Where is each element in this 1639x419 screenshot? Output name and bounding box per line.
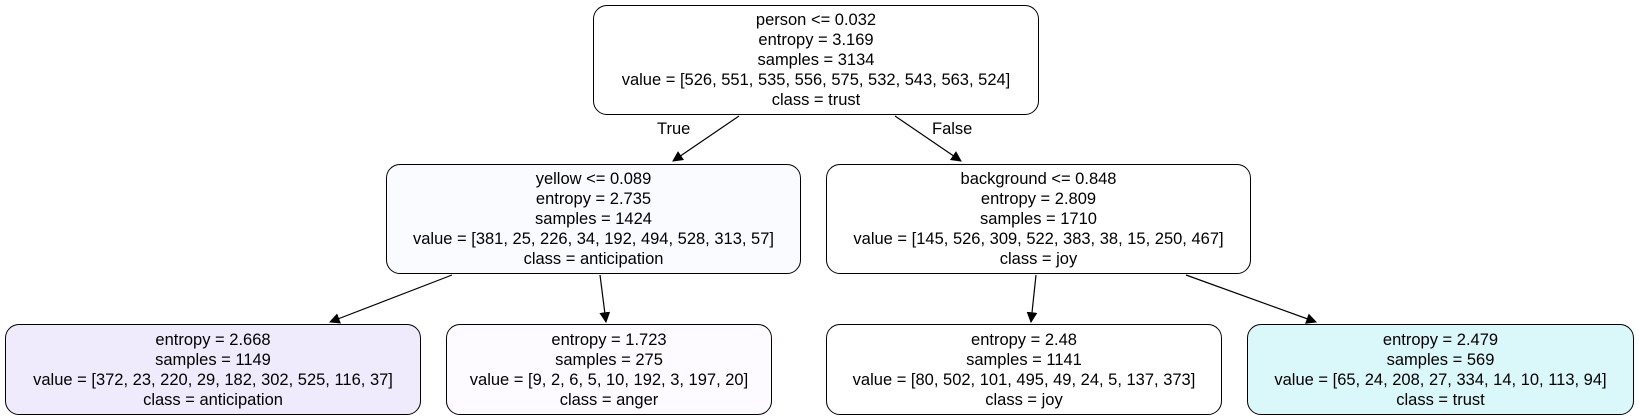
node-class: class = trust [1396,390,1485,409]
tree-leaf-left-right: entropy = 1.723 samples = 275 value = [9… [446,324,772,415]
tree-leaf-right-right: entropy = 2.479 samples = 569 value = [6… [1247,324,1634,415]
edge-left-leaf-ll [328,274,453,324]
node-entropy: entropy = 2.735 [535,190,652,208]
node-class: class = anticipation [523,250,664,268]
node-samples: samples = 1149 [155,350,271,369]
node-entropy: entropy = 2.479 [1382,330,1499,349]
node-samples: samples = 1424 [535,210,652,228]
node-samples: samples = 1710 [980,210,1097,228]
node-value: value = [145, 526, 309, 522, 383, 38, 15… [853,230,1224,248]
node-class: class = trust [771,91,861,109]
edge-right-leaf-rr [1185,274,1318,324]
node-samples: samples = 275 [555,350,663,369]
node-class: class = joy [999,250,1078,268]
node-entropy: entropy = 2.809 [980,190,1097,208]
tree-node-root: person <= 0.032 entropy = 3.169 samples … [593,5,1039,115]
edge-label-true: True [657,120,691,138]
node-entropy: entropy = 3.169 [758,31,874,49]
edge-right-leaf-rl [1026,274,1038,324]
node-class: class = joy [985,390,1063,409]
node-entropy: entropy = 2.48 [971,330,1077,349]
node-value: value = [372, 23, 220, 29, 182, 302, 525… [33,370,393,389]
edge-label-false: False [932,120,973,138]
node-value: value = [65, 24, 208, 27, 334, 14, 10, 1… [1274,370,1607,389]
node-value: value = [526, 551, 535, 556, 575, 532, 5… [621,71,1011,89]
node-entropy: entropy = 1.723 [551,330,667,349]
edge-root-right [894,115,962,162]
tree-node-right: background <= 0.848 entropy = 2.809 samp… [826,164,1251,274]
node-value: value = [80, 502, 101, 495, 49, 24, 5, 1… [852,370,1196,389]
node-value: value = [381, 25, 226, 34, 192, 494, 528… [412,230,774,248]
node-value: value = [9, 2, 6, 5, 10, 192, 3, 197, 20… [469,370,749,389]
node-entropy: entropy = 2.668 [155,330,271,349]
tree-node-left: yellow <= 0.089 entropy = 2.735 samples … [386,164,801,274]
node-class: class = anticipation [143,390,283,409]
tree-leaf-left-left: entropy = 2.668 samples = 1149 value = [… [5,324,421,415]
edge-left-leaf-lr [599,274,611,324]
node-split-condition: background <= 0.848 [960,170,1117,188]
node-samples: samples = 3134 [757,51,875,69]
edge-root-left [672,115,740,162]
node-samples: samples = 1141 [966,350,1082,369]
node-samples: samples = 569 [1386,350,1495,369]
tree-leaf-right-left: entropy = 2.48 samples = 1141 value = [8… [826,324,1222,415]
node-split-condition: yellow <= 0.089 [535,170,652,188]
node-class: class = anger [559,390,659,409]
node-split-condition: person <= 0.032 [755,11,877,29]
